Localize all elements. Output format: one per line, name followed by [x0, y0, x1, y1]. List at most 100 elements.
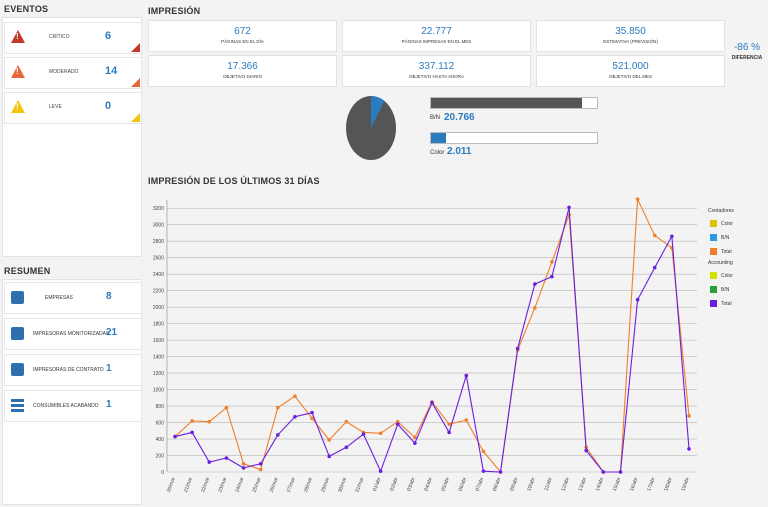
color-label: Color	[430, 150, 445, 156]
data-point[interactable]	[635, 297, 640, 302]
data-point[interactable]	[207, 419, 212, 424]
data-point[interactable]	[190, 430, 194, 435]
data-point[interactable]	[173, 434, 177, 439]
data-point[interactable]	[378, 469, 383, 473]
x-tick-label: 28/mar	[303, 476, 314, 493]
summary-label: IMPRESORAS MONITORIZADAS	[33, 331, 110, 337]
data-point[interactable]	[447, 430, 451, 435]
data-point[interactable]	[533, 282, 537, 286]
summary-row-contrato[interactable]: IMPRESORAS DE CONTRATO 1	[4, 354, 142, 386]
legend-item-accounting-total[interactable]: Total	[710, 300, 732, 307]
data-point[interactable]	[652, 265, 657, 270]
summary-row-empresas[interactable]: EMPRESAS 8	[4, 282, 142, 314]
kpi-label: PÁGINAS IMPRESAS EN EL MES	[401, 39, 472, 44]
x-tick-label: 19/abr	[680, 476, 691, 492]
data-point[interactable]	[413, 435, 417, 440]
data-point[interactable]	[361, 432, 366, 436]
y-tick-label: 2800	[153, 239, 164, 245]
legend-item-accounting-color[interactable]: Color	[710, 272, 733, 279]
data-point[interactable]	[276, 433, 280, 437]
summary-count: 21	[106, 327, 118, 338]
x-tick-label: 26/mar	[269, 476, 280, 493]
data-point[interactable]	[652, 233, 657, 238]
legend-label: Color	[721, 220, 733, 227]
data-point[interactable]	[378, 431, 383, 436]
y-tick-label: 2000	[153, 305, 164, 311]
x-tick-label: 15/abr	[612, 476, 623, 492]
data-point[interactable]	[327, 438, 331, 442]
data-point[interactable]	[481, 449, 486, 454]
data-point[interactable]	[207, 460, 212, 464]
data-point[interactable]	[601, 470, 606, 474]
x-tick-label: 21/mar	[183, 476, 194, 493]
data-point[interactable]	[395, 419, 400, 424]
stack-icon	[11, 399, 24, 412]
diferencia-block: -86 % DIFERENCIA	[727, 42, 767, 61]
x-tick-label: 03/abr	[406, 476, 417, 492]
data-point[interactable]	[327, 454, 331, 459]
data-point[interactable]	[293, 414, 297, 419]
data-point[interactable]	[618, 470, 623, 474]
data-point[interactable]	[687, 414, 691, 418]
data-point[interactable]	[224, 456, 229, 460]
corner-marker-icon	[131, 78, 140, 87]
legend-swatch	[710, 286, 717, 293]
data-point[interactable]	[293, 394, 297, 398]
event-count: 6	[105, 30, 112, 42]
data-point[interactable]	[395, 422, 400, 426]
legend-item-contadores-bn[interactable]: B/N	[710, 234, 729, 241]
data-point[interactable]	[258, 467, 263, 472]
x-tick-label: 11/abr	[543, 476, 553, 491]
data-point[interactable]	[310, 410, 314, 415]
legend-item-contadores-color[interactable]: Color	[710, 220, 733, 227]
y-tick-label: 2200	[153, 289, 164, 295]
kpi-label: OBJETIVO DIARIO	[222, 74, 262, 79]
warning-icon	[11, 100, 25, 113]
data-point[interactable]	[276, 405, 280, 410]
data-point[interactable]	[344, 445, 349, 450]
legend-swatch	[710, 300, 717, 307]
data-point[interactable]	[190, 419, 194, 423]
legend-item-contadores-total[interactable]: Total	[710, 248, 732, 255]
summary-row-monitorizadas[interactable]: IMPRESORAS MONITORIZADAS 21	[4, 318, 142, 350]
data-point[interactable]	[464, 373, 469, 378]
data-point[interactable]	[481, 469, 486, 473]
data-point[interactable]	[498, 470, 503, 474]
data-point[interactable]	[567, 205, 571, 210]
data-point[interactable]	[310, 416, 314, 421]
event-row-moderado[interactable]: MODERADO 14	[4, 57, 142, 89]
data-point[interactable]	[447, 422, 451, 426]
legend-label: B/N	[721, 234, 730, 241]
event-row-leve[interactable]: LEVE 0	[4, 92, 142, 124]
data-point[interactable]	[464, 418, 469, 422]
y-tick-label: 1800	[153, 322, 164, 328]
resumen-panel: EMPRESAS 8 IMPRESORAS MONITORIZADAS 21 I…	[2, 279, 142, 505]
legend-swatch	[710, 248, 717, 255]
chart-title: IMPRESIÓN DE LOS ÚLTIMOS 31 DÍAS	[148, 176, 320, 186]
data-point[interactable]	[413, 441, 417, 445]
data-point[interactable]	[515, 346, 520, 351]
event-row-critico[interactable]: CRÍTICO 6	[4, 22, 142, 54]
summary-row-consumibles[interactable]: CONSUMIBLES ACABANDO 1	[4, 390, 142, 422]
data-point[interactable]	[635, 197, 640, 201]
color-bar-fill	[431, 133, 446, 143]
y-tick-label: 1200	[153, 371, 164, 377]
data-point[interactable]	[584, 448, 588, 453]
data-point[interactable]	[687, 447, 691, 451]
legend-item-accounting-bn[interactable]: B/N	[710, 286, 729, 293]
data-point[interactable]	[533, 306, 537, 310]
event-label: LEVE	[49, 104, 62, 110]
data-point[interactable]	[258, 461, 263, 466]
y-tick-label: 600	[156, 421, 165, 427]
data-point[interactable]	[550, 274, 554, 279]
data-point[interactable]	[224, 405, 229, 410]
data-point[interactable]	[241, 461, 246, 466]
data-point[interactable]	[670, 234, 674, 239]
kpi-value: 672	[234, 26, 251, 37]
data-point[interactable]	[241, 466, 246, 470]
kpi-estimativa: 35.850 ESTIMATIVA (PREVISIÓN)	[536, 20, 725, 52]
x-tick-label: 02/abr	[389, 476, 400, 492]
data-point[interactable]	[550, 260, 554, 264]
data-point[interactable]	[430, 400, 434, 405]
data-point[interactable]	[344, 419, 349, 424]
